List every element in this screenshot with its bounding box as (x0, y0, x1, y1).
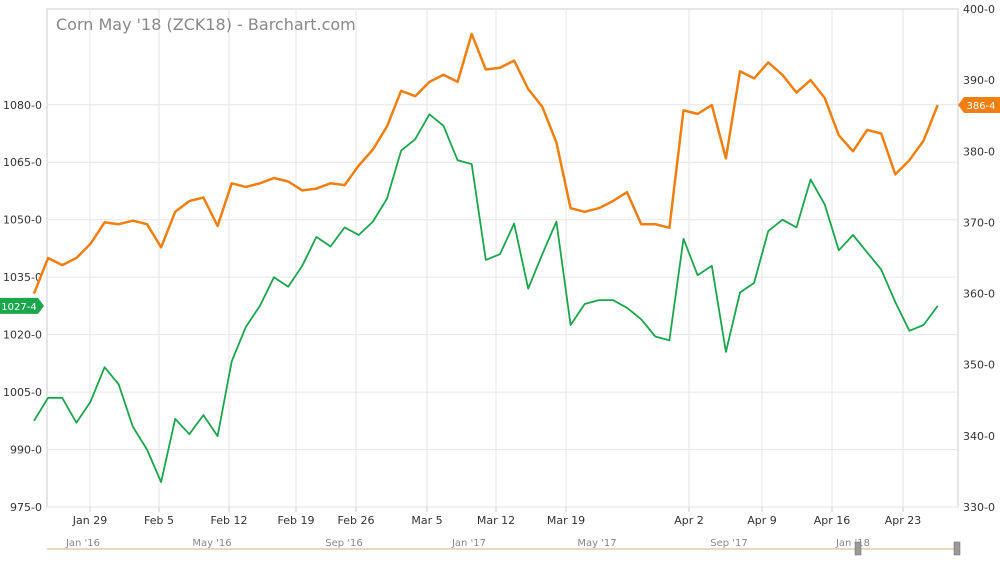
right-tick-label: 380-0 (963, 145, 995, 158)
left-tick-label: 1020-0 (3, 329, 42, 342)
navigator-label: Jan '18 (835, 538, 870, 549)
x-tick-label: Mar 5 (411, 514, 442, 527)
right-tick-label: 400-0 (963, 3, 995, 16)
x-tick-label: Apr 9 (747, 514, 777, 527)
price-tag-text: 386-4 (966, 101, 995, 112)
x-tick-label: Apr 23 (885, 514, 922, 527)
left-tick-label: 990-0 (10, 444, 42, 457)
x-tick-label: Feb 12 (211, 514, 248, 527)
right-tick-label: 340-0 (963, 430, 995, 443)
price-tag-text: 1027-4 (1, 302, 36, 313)
navigator-label: Sep '17 (710, 538, 748, 549)
left-tick-label: 1035-0 (3, 271, 42, 284)
price-tag-box (0, 297, 44, 314)
navigator-left-handle[interactable] (854, 541, 862, 556)
navigator-label: May '16 (192, 538, 231, 549)
right-tick-label: 330-0 (963, 501, 995, 514)
series-line-orange (32, 32, 939, 295)
left-tick-label: 975-0 (10, 501, 42, 514)
navigator-label: May '17 (577, 538, 616, 549)
right-axis: 330-0 340-0 350-0 360-0 370-0 380-0 390-0 400-0 (963, 3, 995, 514)
x-tick-label: Feb 5 (144, 514, 174, 527)
price-tag-box (958, 97, 1000, 114)
series-layer: 1027-4 386-4 (0, 32, 1000, 484)
left-tick-label: 1080-0 (3, 99, 42, 112)
grid-layer (47, 9, 958, 508)
x-tick-label: Mar 12 (477, 514, 515, 527)
left-axis: 975-0 990-0 1005-0 1020-0 1035-0 1050-0 1065-0… (3, 99, 42, 514)
navigator-labels: Jan '16 May '16 Sep '16 Jan '17 May '17 Sep '… (65, 538, 870, 549)
left-tick-label: 1050-0 (3, 214, 42, 227)
navigator-label: Sep '16 (325, 538, 363, 549)
left-tick-label: 1065-0 (3, 156, 42, 169)
x-tick-label: Mar 19 (547, 514, 585, 527)
x-axis: Jan 29 Feb 5 Feb 12 Feb 19 Feb 26 Mar 5 Mar 12… (72, 507, 921, 527)
range-navigator[interactable]: Jan '16 May '16 Sep '16 Jan '17 May '17 Sep '… (47, 538, 961, 556)
x-tick-label: Apr 2 (674, 514, 704, 527)
left-last-price-tag: 1027-4 (0, 297, 44, 314)
x-tick-label: Feb 19 (278, 514, 315, 527)
left-tick-label: 1005-0 (3, 386, 42, 399)
x-tick-label: Jan 29 (72, 514, 107, 527)
navigator-right-handle[interactable] (953, 541, 961, 556)
right-tick-label: 390-0 (963, 74, 995, 87)
navigator-label: Jan '17 (451, 538, 486, 549)
navigator-label: Jan '16 (65, 538, 100, 549)
right-tick-label: 350-0 (963, 359, 995, 372)
x-tick-label: Feb 26 (338, 514, 375, 527)
right-last-price-tag: 386-4 (958, 97, 1000, 114)
plot-frame (46, 8, 959, 508)
right-tick-label: 360-0 (963, 288, 995, 301)
x-tick-label: Apr 16 (814, 514, 851, 527)
chart-title: Corn May '18 (ZCK18) - Barchart.com (56, 15, 356, 34)
right-tick-label: 370-0 (963, 216, 995, 229)
series-line-green (33, 113, 939, 484)
